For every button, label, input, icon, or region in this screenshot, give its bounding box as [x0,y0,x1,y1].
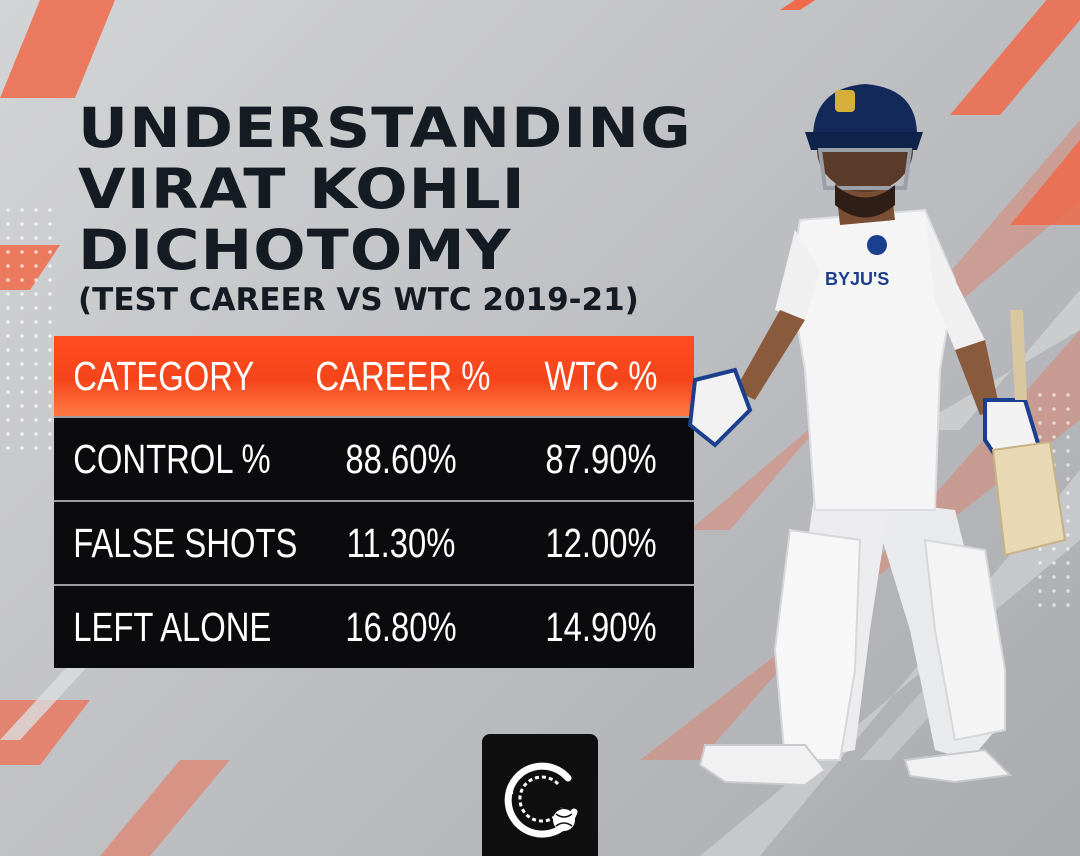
subtitle: (TEST CAREER VS WTC 2019-21) [78,282,639,318]
header-category: CATEGORY [73,352,255,399]
table-header: CATEGORY CAREER % WTC % [54,336,694,416]
svg-text:BYJU'S: BYJU'S [825,269,889,289]
table-row: CONTROL % 88.60% 87.90% [54,416,694,500]
row-career-value: 16.80% [345,603,457,650]
title-line-1: UNDERSTANDING [78,96,692,160]
stats-table: CATEGORY CAREER % WTC % CONTROL % 88.60%… [54,336,694,668]
header-wtc: WTC % [544,352,658,399]
row-wtc-value: 12.00% [545,519,657,566]
row-category: LEFT ALONE [73,603,272,650]
row-category: CONTROL % [73,435,271,482]
title-line-2: VIRAT KOHLI [78,157,526,221]
cricket-ball-logo-icon [504,762,578,838]
title-line-3: DICHOTOMY [78,218,512,282]
table-row: FALSE SHOTS 11.30% 12.00% [54,500,694,584]
brand-logo [482,734,598,856]
row-category: FALSE SHOTS [73,519,298,566]
header-career: CAREER % [315,352,491,399]
row-career-value: 88.60% [345,435,457,482]
player-photo: BYJU'S [687,84,1067,787]
row-wtc-value: 87.90% [545,435,657,482]
headline: UNDERSTANDING VIRAT KOHLI DICHOTOMY (TES… [78,98,698,319]
row-wtc-value: 14.90% [545,603,657,650]
table-row: LEFT ALONE 16.80% 14.90% [54,584,694,668]
row-career-value: 11.30% [346,519,456,566]
